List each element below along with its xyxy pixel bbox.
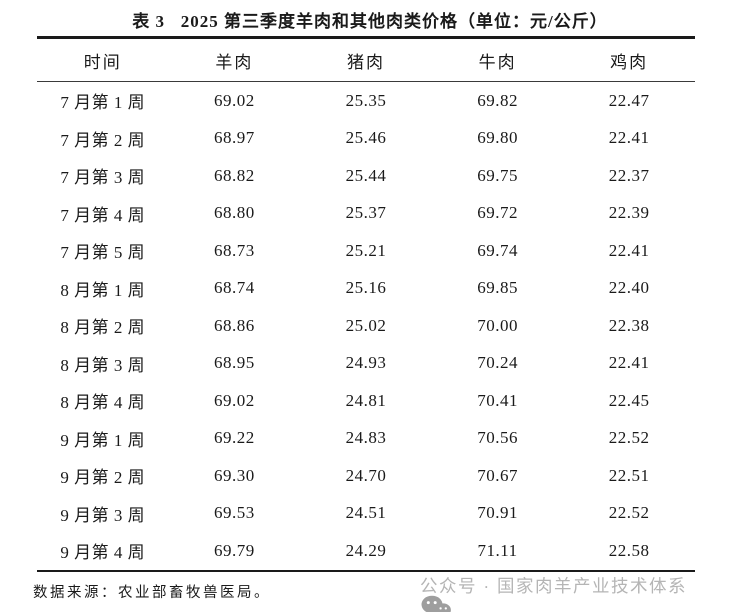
price-cell: 68.97: [214, 128, 255, 148]
price-cell: 68.95: [214, 353, 255, 373]
price-cell: 24.51: [345, 503, 387, 523]
price-cell: 25.21: [345, 240, 387, 260]
price-cell: 22.37: [608, 165, 650, 185]
price-cell: 69.02: [214, 90, 255, 110]
price-cell: 24.93: [345, 353, 387, 373]
price-cell: 22.52: [608, 503, 650, 523]
table-title: 表 3 2025 第三季度羊肉和其他肉类价格（单位：元/公斤）: [132, 12, 608, 31]
week-label-cell: 9 月第 3 周: [60, 505, 146, 525]
price-cell: 68.80: [214, 203, 255, 223]
table-row: 7 月第 1 周 69.02 25.35 69.82 22.47: [37, 82, 695, 120]
price-cell: 69.75: [477, 165, 518, 185]
price-cell: 69.30: [214, 465, 255, 485]
price-cell: 69.02: [214, 390, 255, 410]
price-cell: 22.45: [608, 390, 650, 410]
price-cell: 25.16: [345, 278, 387, 298]
price-cell: 25.46: [345, 128, 387, 148]
week-label-cell: 9 月第 2 周: [60, 468, 146, 488]
table-row: 8 月第 3 周 68.95 24.93 70.24 22.41: [37, 345, 695, 383]
price-cell: 22.51: [608, 465, 650, 485]
watermark-text: 公众号 · 国家肉羊产业技术体系: [420, 576, 688, 596]
table-row: 7 月第 3 周 68.82 25.44 69.75 22.37: [37, 157, 695, 195]
price-cell: 71.11: [477, 540, 518, 560]
price-cell: 69.72: [477, 203, 518, 223]
price-cell: 22.38: [608, 315, 650, 335]
week-label-cell: 8 月第 1 周: [60, 280, 146, 300]
price-cell: 70.91: [477, 503, 518, 523]
week-label-cell: 8 月第 3 周: [60, 355, 146, 375]
price-cell: 24.83: [345, 428, 387, 448]
price-cell: 25.37: [345, 203, 387, 223]
table-row: 9 月第 3 周 69.53 24.51 70.91 22.52: [37, 495, 695, 533]
table-row: 7 月第 2 周 68.97 25.46 69.80 22.41: [37, 120, 695, 158]
price-cell: 70.67: [477, 465, 518, 485]
price-cell: 69.82: [477, 90, 518, 110]
price-cell: 70.24: [477, 353, 518, 373]
week-label-cell: 9 月第 1 周: [60, 430, 146, 450]
price-cell: 22.41: [608, 128, 650, 148]
price-cell: 70.00: [477, 315, 518, 335]
price-cell: 68.74: [214, 278, 255, 298]
week-label-cell: 8 月第 4 周: [60, 393, 146, 413]
price-cell: 24.70: [345, 465, 387, 485]
week-label-cell: 7 月第 2 周: [60, 130, 146, 150]
watermark: 公众号 · 国家肉羊产业技术体系: [383, 573, 688, 612]
price-cell: 69.85: [477, 278, 518, 298]
price-cell: 69.53: [214, 503, 255, 523]
price-cell: 68.73: [214, 240, 255, 260]
week-label-cell: 8 月第 2 周: [60, 318, 146, 338]
price-cell: 22.52: [608, 428, 650, 448]
price-cell: 70.56: [477, 428, 518, 448]
price-cell: 70.41: [477, 390, 518, 410]
column-header: 鸡肉: [610, 52, 649, 72]
week-label-cell: 9 月第 4 周: [60, 543, 146, 563]
price-cell: 25.02: [345, 315, 387, 335]
table-row: 7 月第 4 周 68.80 25.37 69.72 22.39: [37, 195, 695, 233]
price-cell: 25.35: [345, 90, 387, 110]
wechat-icon: [383, 574, 452, 612]
price-cell: 68.82: [214, 165, 255, 185]
price-cell: 22.41: [608, 353, 650, 373]
price-cell: 69.74: [477, 240, 518, 260]
data-source-note: 数据来源：农业部畜牧兽医局。: [33, 585, 271, 601]
price-cell: 68.86: [214, 315, 255, 335]
table-body: 7 月第 1 周 69.02 25.35 69.82 22.47 7 月第 2 周 68.9…: [37, 82, 695, 572]
price-cell: 22.47: [608, 90, 650, 110]
table-row: 8 月第 2 周 68.86 25.02 70.00 22.38: [37, 307, 695, 345]
week-label-cell: 7 月第 3 周: [60, 168, 146, 188]
price-cell: 24.81: [345, 390, 387, 410]
price-cell: 69.22: [214, 428, 255, 448]
price-cell: 22.41: [608, 240, 650, 260]
price-cell: 22.39: [608, 203, 650, 223]
price-table: 时间 羊肉 猪肉 牛肉 鸡肉 7 月第 1 周 69.02 25.35 69.82 22.47 7…: [37, 36, 695, 572]
column-header: 牛肉: [478, 52, 517, 72]
week-label-cell: 7 月第 1 周: [60, 93, 146, 113]
table-row: 8 月第 4 周 69.02 24.81 70.41 22.45: [37, 382, 695, 420]
week-label-cell: 7 月第 4 周: [60, 205, 146, 225]
price-cell: 22.58: [608, 540, 650, 560]
table-header-row: 时间 羊肉 猪肉 牛肉 鸡肉: [37, 36, 695, 82]
column-header: 猪肉: [346, 52, 385, 72]
table-row: 9 月第 4 周 69.79 24.29 71.11 22.58: [37, 532, 695, 570]
table-row: 9 月第 1 周 69.22 24.83 70.56 22.52: [37, 420, 695, 458]
column-header: 时间: [83, 52, 122, 72]
price-cell: 69.80: [477, 128, 518, 148]
price-cell: 69.79: [214, 540, 255, 560]
column-header: 羊肉: [215, 52, 254, 72]
price-cell: 24.29: [345, 540, 387, 560]
table-row: 7 月第 5 周 68.73 25.21 69.74 22.41: [37, 232, 695, 270]
table-row: 8 月第 1 周 68.74 25.16 69.85 22.40: [37, 270, 695, 308]
table-row: 9 月第 2 周 69.30 24.70 70.67 22.51: [37, 457, 695, 495]
week-label-cell: 7 月第 5 周: [60, 243, 146, 263]
price-cell: 22.40: [608, 278, 650, 298]
price-cell: 25.44: [345, 165, 387, 185]
